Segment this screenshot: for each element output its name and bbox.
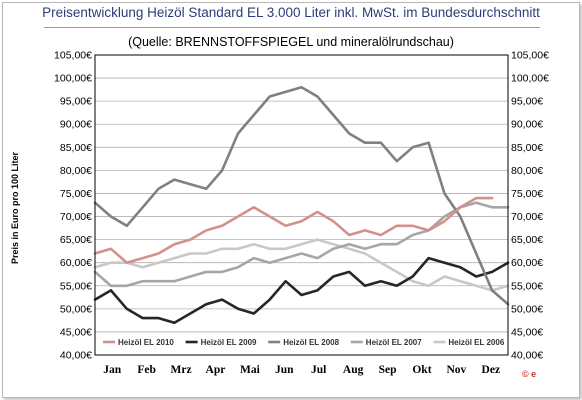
plot-border [94,54,509,356]
series-line [93,238,510,292]
legend-label: Heizöl EL 2008 [283,338,339,347]
legend-label: Heizöl EL 2006 [448,338,504,347]
x-tick-label: Jun [275,364,294,376]
y-tick-label-right: 55,00€ [511,280,543,292]
legend-label: Heizöl EL 2007 [366,338,422,347]
y-tick-label-right: 60,00€ [511,257,543,269]
legend: Heizöl EL 2010 Heizöl EL 2009 Heizöl EL 20… [103,338,505,347]
y-tick-label-right: 90,00€ [511,119,543,131]
series-line [93,86,510,306]
y-tick-label-right: 40,00€ [511,350,543,362]
y-tick-label-right: 95,00€ [511,96,543,108]
x-tick-label: Aug [343,364,364,376]
x-tick-label: Mai [240,364,261,376]
chart-subtitle: (Quelle: BRENNSTOFFSPIEGEL und mineralöl… [128,35,454,49]
brand-logo: © e [522,369,562,381]
x-tick-label: Mrz [171,364,192,376]
x-tick-label: Jul [311,364,326,376]
x-tick-label: Dez [482,364,501,376]
series-lines [93,86,510,325]
title-divider [44,27,540,28]
x-tick-label: Okt [412,364,431,376]
y-tick-label-right: 75,00€ [511,188,543,200]
y-tick-label-left: 40,00€ [60,350,92,362]
y-tick-label-right: 85,00€ [511,142,543,154]
y-tick-label-right: 70,00€ [511,211,543,223]
x-axis: Jan Feb Mrz Apr Mai Jun Jul Aug Sep Okt Nov Dez [103,364,500,376]
series-line [93,256,510,325]
y-tick-label-left: 75,00€ [60,188,92,200]
series-line [93,201,510,288]
y-tick-label-left: 65,00€ [60,234,92,246]
y-tick-label-right: 80,00€ [511,165,543,177]
y-tick-label-right: 45,00€ [511,326,543,338]
y-tick-label-right: 65,00€ [511,234,543,246]
y-tick-label-right: 100,00€ [511,73,549,85]
legend-label: Heizöl EL 2010 [118,338,174,347]
x-tick-label: Apr [206,364,226,376]
y-tick-label-left: 90,00€ [60,119,92,131]
y-tick-label-left: 55,00€ [60,280,92,292]
legend-label: Heizöl EL 2009 [201,338,257,347]
x-tick-label: Feb [137,364,156,376]
y-tick-label-right: 50,00€ [511,303,543,315]
series-line [93,196,494,265]
chart-title: Preisentwicklung Heizöl Standard EL 3.00… [42,5,540,20]
x-tick-label: Sep [379,364,397,376]
y-tick-label-left: 70,00€ [60,211,92,223]
y-tick-label-left: 60,00€ [60,257,92,269]
x-tick-label: Jan [103,364,122,376]
y-tick-label-left: 45,00€ [60,326,92,338]
y-tick-label-left: 105,00€ [54,50,92,62]
y-tick-label-left: 80,00€ [60,165,92,177]
y-axis-right: 40,00€ 45,00€ 50,00€ 55,00€ 60,00€ 65,00€ 70,0… [511,50,549,362]
y-axis-left: 40,00€ 45,00€ 50,00€ 55,00€ 60,00€ 65,00€ 70,0… [54,50,92,362]
y-tick-label-left: 95,00€ [60,96,92,108]
y-tick-label-left: 100,00€ [54,73,92,85]
y-tick-label-left: 85,00€ [60,142,92,154]
x-tick-label: Nov [446,364,466,376]
y-tick-label-right: 105,00€ [511,50,549,62]
y-tick-label-left: 50,00€ [60,303,92,315]
grid-lines [95,54,508,356]
logo-text: © e [522,369,537,379]
